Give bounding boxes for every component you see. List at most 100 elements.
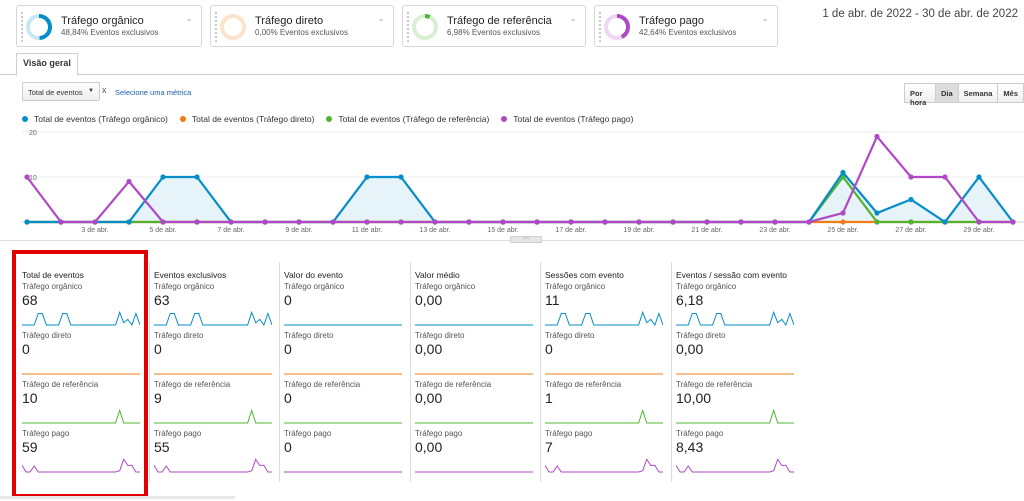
ring-track [220, 14, 246, 40]
scorecard-row-label: Tráfego de referência [415, 380, 492, 389]
scorecard-row-label: Tráfego pago [154, 429, 202, 438]
data-point [296, 219, 302, 225]
date-range-picker[interactable]: 1 de abr. de 2022 - 30 de abr. de 2022 [822, 8, 1018, 20]
sparkline-path [676, 458, 794, 473]
data-point [364, 174, 370, 180]
scorecard-row-label: Tráfego orgânico [22, 282, 83, 291]
data-point [670, 219, 676, 225]
segment-referral[interactable]: Tráfego de referência 6,98% Eventos excl… [402, 5, 586, 47]
scorecard-row: Tráfego orgânico 11 [545, 282, 663, 330]
scorecard-row: Tráfego orgânico 6,18 [676, 282, 794, 330]
events-line-chart: 20 10 3 de abr. 5 de abr. 7 de abr. 9 de abr.… [22, 130, 1024, 234]
scorecard-row-value: 59 [22, 439, 38, 455]
series-area-organic [27, 172, 1013, 222]
granularity-month[interactable]: Mês [997, 83, 1024, 103]
segment-name: Tráfego direto [255, 15, 324, 27]
segment-name: Tráfego pago [639, 15, 705, 27]
x-tick-label: 21 de abr. [691, 227, 722, 234]
granularity-week[interactable]: Semana [957, 83, 999, 103]
legend-item[interactable]: Total de eventos (Tráfego de referência) [326, 114, 489, 124]
scorecard-row: Tráfego pago 0 [284, 429, 402, 477]
sparkline [676, 458, 794, 473]
scorecard-title: Eventos exclusivos [154, 270, 227, 280]
scorecard-row-value: 0 [22, 341, 30, 357]
data-point [160, 219, 166, 225]
sparkline [676, 310, 794, 326]
segment-direct[interactable]: Tráfego direto 0,00% Eventos exclusivos … [210, 5, 394, 47]
segment-share: 48,84% Eventos exclusivos [61, 28, 159, 37]
sparkline [284, 324, 402, 326]
scorecard-row-label: Tráfego de referência [284, 380, 361, 389]
metric-dropdown[interactable]: Total de eventos ▼ [22, 82, 100, 101]
scorecard-row: Tráfego direto 0 [22, 331, 140, 379]
sparkline [676, 408, 794, 424]
data-point [874, 210, 880, 216]
scorecard-row: Tráfego direto 0 [545, 331, 663, 379]
scorecard-row: Tráfego orgânico 0,00 [415, 282, 533, 330]
scorecard-title: Eventos / sessão com evento [676, 270, 788, 280]
data-point [602, 219, 608, 225]
x-tick-label: 25 de abr. [827, 227, 858, 234]
scorecard-row-label: Tráfego pago [22, 429, 70, 438]
data-point [908, 196, 914, 203]
sparkline-path [154, 310, 272, 326]
ring-fill [412, 14, 438, 40]
chevron-down-icon[interactable]: ⌄ [761, 13, 769, 23]
scorecard-row-label: Tráfego direto [284, 331, 334, 340]
data-point [58, 219, 64, 225]
scorecard-row: Tráfego direto 0,00 [676, 331, 794, 379]
data-point [568, 219, 574, 225]
scorecard-row: Tráfego de referência 10 [22, 380, 140, 428]
scorecard-row: Tráfego de referência 10,00 [676, 380, 794, 428]
segment-name: Tráfego orgânico [61, 15, 144, 27]
data-point [126, 178, 132, 185]
sparkline [545, 373, 663, 375]
chevron-down-icon[interactable]: ⌄ [377, 13, 385, 23]
legend-label: Total de eventos (Tráfego de referência) [338, 114, 490, 124]
x-tick-label: 15 de abr. [487, 227, 518, 234]
sparkline [415, 373, 533, 375]
segment-organic[interactable]: Tráfego orgânico 48,84% Eventos exclusiv… [16, 5, 202, 47]
scorecard-title: Total de eventos [22, 270, 84, 280]
ring-track [412, 14, 438, 40]
horizontal-scrollbar[interactable] [0, 496, 235, 499]
legend-item[interactable]: Total de eventos (Tráfego pago) [501, 114, 633, 124]
legend-item[interactable]: Total de eventos (Tráfego orgânico) [22, 114, 168, 124]
data-point [194, 219, 200, 225]
sparkline [154, 458, 272, 473]
scorecard-row-label: Tráfego direto [154, 331, 204, 340]
granularity-hourly[interactable]: Por hora [904, 83, 936, 107]
data-point [24, 219, 30, 225]
chevron-down-icon[interactable]: ⌄ [185, 13, 193, 23]
remove-metric-icon[interactable]: x [102, 85, 107, 95]
drag-handle-icon[interactable] [215, 12, 217, 42]
scorecard-row: Tráfego orgânico 63 [154, 282, 272, 330]
sparkline [676, 373, 794, 375]
tab-overview[interactable]: Visão geral [16, 53, 78, 76]
data-point [330, 219, 336, 225]
scorecard-row-label: Tráfego direto [415, 331, 465, 340]
drag-handle-icon[interactable] [407, 12, 409, 42]
x-tick-label: 3 de abr. [81, 227, 108, 234]
drag-handle-icon[interactable] [599, 12, 601, 42]
data-point [432, 219, 438, 225]
data-point [704, 219, 710, 225]
x-tick-label: 23 de abr. [759, 227, 790, 234]
select-metric-link[interactable]: Selecione uma métrica [115, 88, 192, 97]
drag-handle-icon[interactable] [21, 12, 23, 42]
scorecard-title: Sessões com evento [545, 270, 624, 280]
granularity-day[interactable]: Dia [934, 83, 959, 103]
legend-item[interactable]: Total de eventos (Tráfego direto) [179, 114, 314, 124]
data-point [840, 210, 846, 216]
segment-paid[interactable]: Tráfego pago 42,64% Eventos exclusivos ⌄ [594, 5, 778, 47]
sparkline [154, 310, 272, 326]
scorecard-row-value: 0 [154, 341, 162, 357]
sparkline-path [676, 408, 794, 424]
scorecard-row-label: Tráfego orgânico [415, 282, 476, 291]
scorecard-row-label: Tráfego pago [415, 429, 463, 438]
sparkline [22, 458, 140, 473]
chevron-down-icon[interactable]: ⌄ [569, 13, 577, 23]
sparkline [22, 310, 140, 326]
scorecard-row-label: Tráfego de referência [22, 380, 99, 389]
collapse-chart-handle[interactable]: ⋯ [510, 236, 542, 243]
